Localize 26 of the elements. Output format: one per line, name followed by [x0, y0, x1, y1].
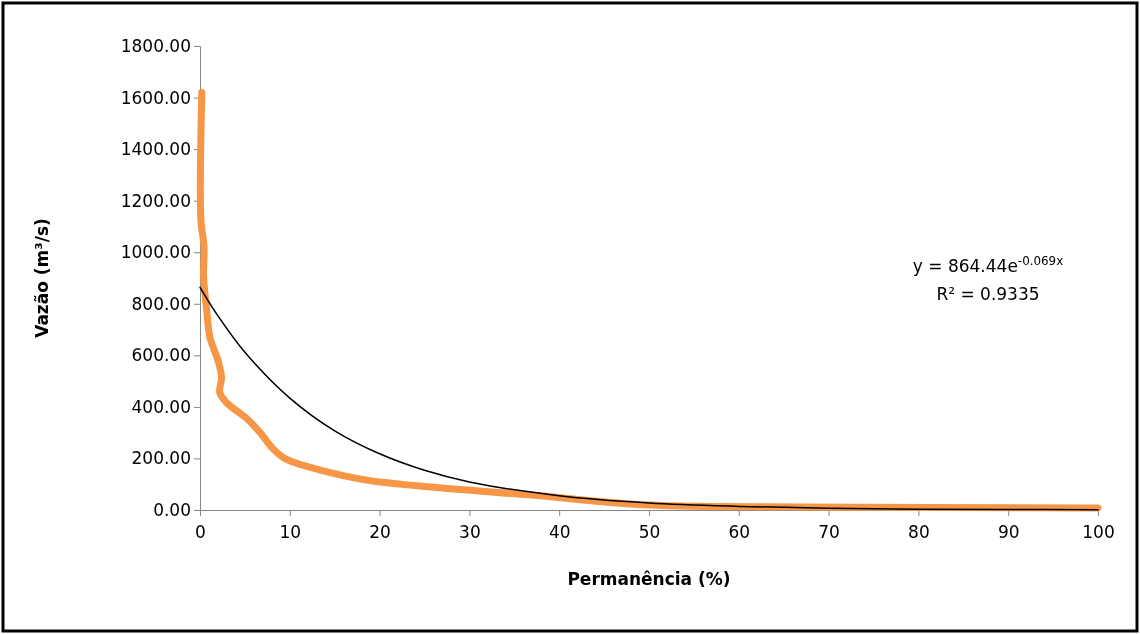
y-axis-title: Vazão (m³/s): [32, 218, 52, 338]
x-tick-label: 60: [728, 521, 751, 542]
x-tick-label: 50: [638, 521, 661, 542]
y-tick-label: 1200.00: [120, 190, 191, 211]
y-tick-label: 1400.00: [120, 139, 191, 160]
x-axis-title: Permanência (%): [567, 569, 731, 589]
x-tick-label: 0: [195, 521, 206, 542]
annotation: y = 864.44e$^{-0.069x}$: [912, 254, 1064, 276]
y-tick-label: 1600.00: [120, 87, 191, 108]
annotation: R² = 0.9335: [936, 284, 1040, 304]
y-tick-label: 600.00: [131, 345, 191, 366]
x-tick-label: 70: [818, 521, 840, 542]
x-tick-label: 40: [548, 521, 571, 542]
y-tick-label: 1000.00: [120, 242, 191, 263]
y-tick-label: 200.00: [131, 448, 191, 469]
y-tick-label: 0.00: [153, 499, 191, 520]
x-tick-label: 80: [908, 521, 930, 542]
y-tick-label: 1800.00: [120, 35, 191, 56]
y-tick-label: 400.00: [131, 396, 191, 417]
x-tick-label: 10: [279, 521, 302, 542]
x-tick-label: 30: [459, 521, 481, 542]
y-tick-label: 800.00: [131, 293, 191, 314]
line-series: [199, 286, 1099, 511]
x-tick-label: 100: [1082, 521, 1115, 542]
x-tick-label: 90: [997, 521, 1020, 542]
x-tick-label: 20: [369, 521, 391, 542]
